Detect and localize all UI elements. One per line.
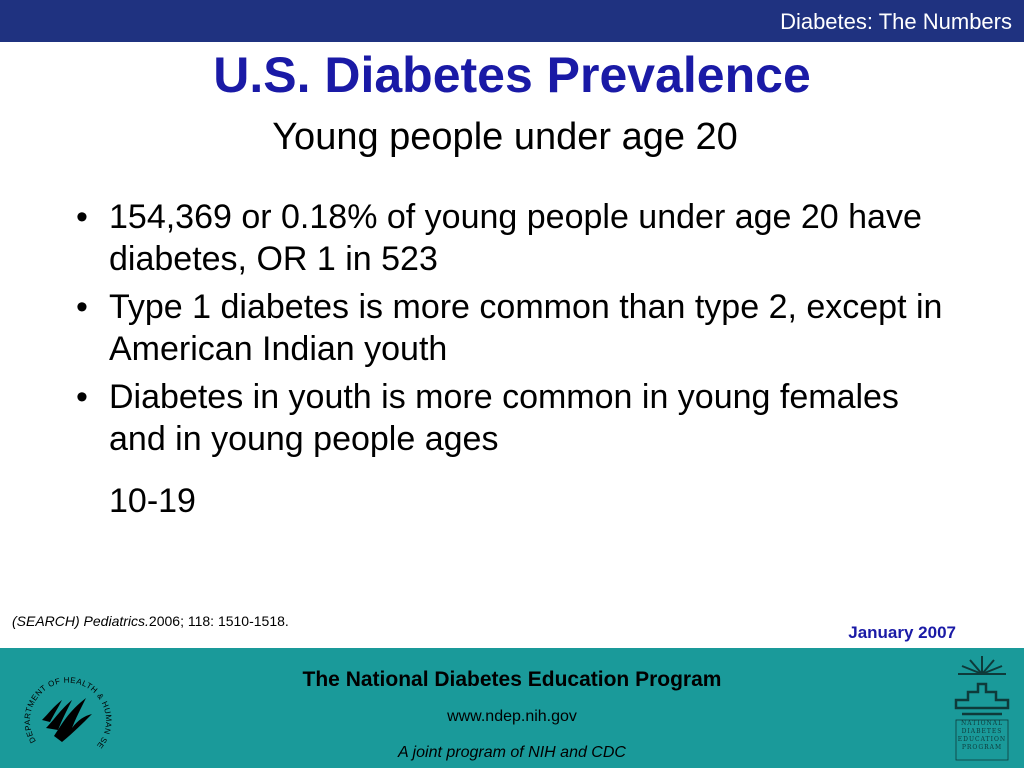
ndep-logo-line: DIABETES — [961, 728, 1003, 735]
slide-subtitle: Young people under age 20 — [272, 116, 738, 158]
citation-details: 2006; 118: 1510-1518. — [148, 613, 289, 629]
bullet-dot-icon: • — [76, 198, 88, 236]
bullet-dot-icon: • — [76, 288, 88, 326]
ndep-logo-text: NATIONAL DIABETES EDUCATION PROGRAM — [948, 720, 1016, 752]
slide-title: U.S. Diabetes Prevalence — [213, 47, 811, 103]
program-tagline: A joint program of NIH and CDC — [398, 744, 626, 761]
bullet-list: • 154,369 or 0.18% of young people under… — [72, 196, 952, 466]
ndep-logo-line: PROGRAM — [961, 744, 1003, 751]
bullet-text: 154,369 or 0.18% of young people under a… — [109, 198, 922, 278]
ndep-logo-icon — [954, 656, 1010, 761]
ndep-logo-line: NATIONAL — [960, 720, 1004, 727]
hhs-eagle-seal-icon: DEPARTMENT OF HEALTH & HUMAN SERVICES · … — [16, 658, 113, 750]
footer-band: DEPARTMENT OF HEALTH & HUMAN SERVICES · … — [0, 648, 1024, 768]
program-name: The National Diabetes Education Program — [302, 668, 722, 691]
section-title: Diabetes: The Numbers — [780, 9, 1012, 34]
citation: (SEARCH) Pediatrics.2006; 118: 1510-1518… — [12, 613, 289, 629]
bullet-item: • 154,369 or 0.18% of young people under… — [72, 196, 952, 280]
bullet-dot-icon: • — [76, 378, 88, 416]
bullet-text: Type 1 diabetes is more common than type… — [109, 288, 943, 368]
slide-date: January 2007 — [848, 623, 956, 642]
bullet-text: Diabetes in youth is more common in youn… — [109, 378, 899, 458]
bullet-item: • Diabetes in youth is more common in yo… — [72, 376, 952, 460]
ndep-logo-line: EDUCATION — [957, 736, 1007, 743]
program-url[interactable]: www.ndep.nih.gov — [447, 708, 577, 725]
citation-journal: (SEARCH) Pediatrics. — [12, 613, 149, 629]
bullet-continuation: 10-19 — [109, 482, 196, 520]
header-bar: Diabetes: The Numbers — [0, 0, 1024, 42]
bullet-item: • Type 1 diabetes is more common than ty… — [72, 286, 952, 370]
